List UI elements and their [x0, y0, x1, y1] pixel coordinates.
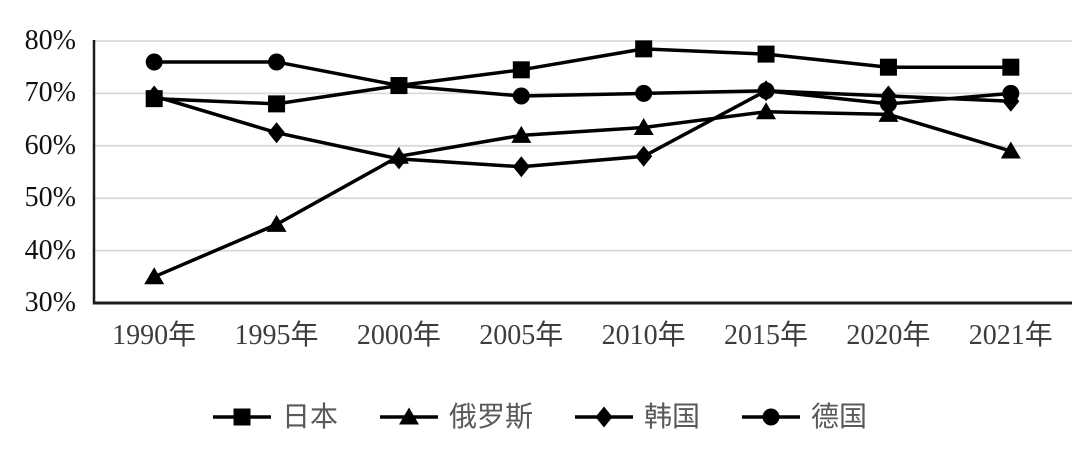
marker-circle	[1002, 84, 1020, 102]
marker-triangle	[266, 214, 287, 232]
legend-label: 德国	[811, 401, 868, 432]
marker-square	[390, 77, 408, 95]
x-axis-label: 2005年	[479, 320, 564, 351]
marker-diamond	[635, 145, 653, 167]
triangle-marker-icon	[379, 407, 438, 425]
marker-square	[757, 45, 775, 63]
marker-triangle	[511, 125, 532, 143]
marker-triangle	[1000, 141, 1021, 159]
y-axis-label: 80%	[24, 25, 76, 56]
legend-label: 日本	[281, 401, 338, 432]
y-axis: 80% 70% 60% 50% 40% 30%	[0, 27, 76, 317]
y-axis-label: 50%	[24, 182, 76, 214]
marker-square	[879, 58, 897, 76]
y-axis-label: 60%	[24, 129, 76, 161]
legend-label: 韩国	[644, 401, 701, 432]
square-marker-icon	[212, 408, 271, 426]
marker-circle	[879, 95, 897, 113]
x-axis-label: 1990年	[112, 320, 197, 351]
x-axis-label: 2000年	[356, 320, 441, 351]
marker-circle	[635, 84, 653, 102]
series-line-triangle	[153, 109, 1012, 279]
legend-marker-circle	[762, 408, 780, 426]
marker-triangle	[878, 104, 899, 122]
marker-circle	[757, 82, 775, 100]
legend-marker-square	[233, 408, 251, 426]
marker-triangle	[633, 117, 654, 135]
marker-diamond	[268, 122, 286, 144]
y-axis-label: 40%	[24, 234, 76, 266]
marker-triangle	[388, 146, 409, 164]
series-triangle	[144, 102, 1021, 285]
x-axis-label: 2021年	[968, 320, 1053, 351]
legend-marker-diamond	[595, 406, 613, 428]
legend-item-germany: 德国	[742, 400, 867, 434]
legend-label: 俄罗斯	[448, 401, 533, 432]
series-line-diamond	[153, 89, 1011, 169]
marker-circle	[512, 87, 530, 105]
chart-legend: 日本 俄罗斯 韩国 德国	[0, 394, 1080, 440]
marker-square	[145, 90, 163, 108]
marker-triangle	[144, 267, 165, 285]
marker-circle	[268, 53, 286, 71]
diamond-marker-icon	[575, 406, 633, 428]
marker-square	[512, 61, 530, 79]
series-square	[145, 40, 1020, 113]
y-axis-label: 30%	[24, 286, 76, 318]
marker-triangle	[756, 102, 777, 120]
marker-square	[635, 40, 653, 58]
x-axis: 1990年 1995年 2000年 2005年 2010年 2015年 2020…	[93, 320, 1072, 352]
marker-square	[268, 95, 286, 113]
x-axis-label: 1995年	[234, 320, 319, 351]
legend-item-korea: 韩国	[575, 400, 700, 434]
legend-item-japan: 日本	[212, 400, 338, 434]
x-axis-label: 2010年	[601, 320, 686, 351]
circle-marker-icon	[742, 408, 801, 426]
series-line-square	[154, 47, 1011, 106]
y-axis-label: 70%	[24, 77, 76, 109]
legend-item-russia: 俄罗斯	[379, 400, 533, 434]
legend-marker-triangle	[398, 407, 419, 425]
series-line-circle	[154, 60, 1011, 106]
marker-diamond	[512, 156, 530, 178]
x-axis-label: 2020年	[846, 320, 931, 351]
marker-circle	[145, 53, 163, 71]
x-axis-label: 2015年	[724, 320, 809, 351]
marker-square	[1002, 58, 1020, 76]
